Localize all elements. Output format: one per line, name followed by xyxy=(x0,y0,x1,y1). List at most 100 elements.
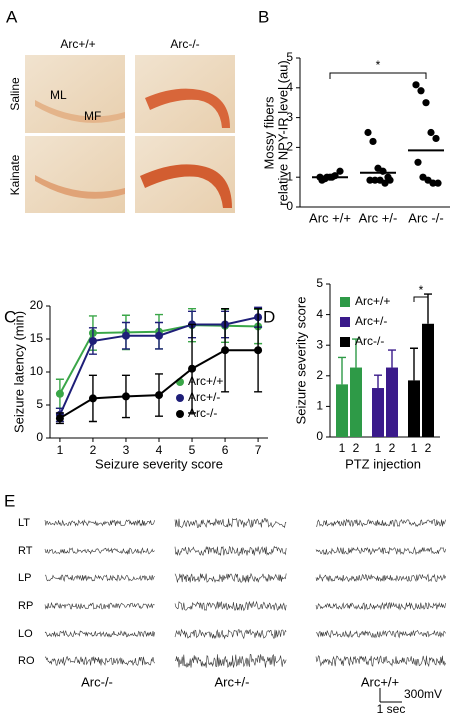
error-bar xyxy=(338,356,346,385)
data-point xyxy=(121,331,130,340)
data-point xyxy=(364,128,372,137)
bar xyxy=(372,388,384,437)
legend-marker xyxy=(340,297,350,307)
x-tick-label: 1 xyxy=(57,443,64,457)
x-tick-label: 2 xyxy=(389,441,396,455)
y-tick-label: 3 xyxy=(316,337,323,351)
y-axis-label: Seizure latency (min) xyxy=(11,311,26,433)
x-tick-label: 5 xyxy=(189,443,196,457)
scale-bar xyxy=(379,688,402,703)
panel-label: A xyxy=(6,7,18,26)
y-axis-label: Seizure severity score xyxy=(293,297,308,425)
histology-band xyxy=(145,88,230,128)
y-tick-label: 5 xyxy=(316,276,323,290)
significance-bracket xyxy=(413,296,429,302)
x-tick-label: 2 xyxy=(425,441,432,455)
eeg-trace xyxy=(44,656,155,666)
panel-label: D xyxy=(263,307,275,326)
data-point xyxy=(254,346,263,355)
data-point xyxy=(88,394,97,403)
y-tick-label: 2 xyxy=(286,140,293,154)
row-label: Kainate xyxy=(8,154,22,195)
x-tick-label: Arc +/+ xyxy=(309,210,351,225)
data-point xyxy=(434,179,442,187)
legend-marker xyxy=(176,410,184,418)
x-tick-label: 3 xyxy=(123,443,130,457)
eeg-trace xyxy=(174,518,287,529)
error-bar xyxy=(374,374,382,389)
significance-label: * xyxy=(376,58,381,72)
data-point xyxy=(379,167,387,175)
channel-label: LO xyxy=(18,628,33,640)
y-tick-label: 1 xyxy=(286,169,293,183)
scale-label: 1 sec xyxy=(377,702,406,714)
legend-marker xyxy=(340,337,350,347)
data-point xyxy=(336,167,344,175)
legend-label: Arc+/- xyxy=(188,390,220,404)
x-tick-label: Arc -/- xyxy=(408,210,443,225)
eeg-trace xyxy=(315,546,446,556)
data-point xyxy=(88,336,97,345)
data-point xyxy=(369,137,377,146)
eeg-trace xyxy=(174,572,287,583)
histology-band xyxy=(35,100,125,123)
data-point xyxy=(432,134,440,143)
panel-label: C xyxy=(4,307,16,326)
y-tick-label: 4 xyxy=(316,307,323,321)
legend-label: Arc-/- xyxy=(355,334,384,348)
legend-marker xyxy=(176,394,184,402)
eeg-trace xyxy=(315,518,446,528)
panel-label: E xyxy=(4,491,15,510)
eeg-trace xyxy=(174,653,287,669)
data-point xyxy=(155,331,163,340)
significance-label: * xyxy=(419,283,424,297)
panel-a-images xyxy=(25,55,235,213)
x-tick-label: 1 xyxy=(375,441,382,455)
data-point xyxy=(121,392,130,401)
error-bar xyxy=(352,338,360,368)
genotype-label: Arc+/+ xyxy=(361,674,399,689)
channel-label: RP xyxy=(18,600,33,612)
histology-band xyxy=(35,175,125,199)
y-tick-label: 4 xyxy=(286,80,293,94)
channel-label: LT xyxy=(18,517,30,529)
y-tick-label: 5 xyxy=(286,50,293,64)
channel-label: RT xyxy=(18,545,33,557)
y-tick-label: 2 xyxy=(316,368,323,382)
region-label: MF xyxy=(84,109,101,123)
x-axis-label: PTZ injection xyxy=(345,456,421,471)
data-point xyxy=(417,87,425,95)
data-point xyxy=(188,364,197,373)
bar xyxy=(386,367,398,437)
data-point xyxy=(414,158,422,166)
column-label: Arc-/- xyxy=(170,37,199,51)
legend-label: Arc+/+ xyxy=(188,374,223,388)
y-axis-label: Mossy fibers xyxy=(261,96,276,169)
bar xyxy=(422,323,434,437)
y-tick-label: 5 xyxy=(36,397,43,411)
column-label: Arc+/+ xyxy=(60,37,95,51)
channel-label: RO xyxy=(18,655,35,667)
eeg-trace xyxy=(174,628,287,640)
error-bar xyxy=(410,347,418,381)
x-tick-label: Arc +/- xyxy=(359,210,398,225)
data-point xyxy=(427,128,435,137)
data-point xyxy=(386,176,394,184)
data-point xyxy=(412,81,420,89)
data-point xyxy=(429,179,437,187)
legend-label: Arc+/+ xyxy=(355,294,390,308)
y-tick-label: 1 xyxy=(316,399,323,413)
legend-label: Arc-/- xyxy=(188,406,217,420)
eeg-trace xyxy=(44,519,155,527)
histology-band xyxy=(140,164,232,208)
histology-image xyxy=(25,136,125,213)
y-tick-label: 20 xyxy=(30,298,44,312)
legend-label: Arc+/- xyxy=(355,314,387,328)
bar xyxy=(350,367,362,437)
bar xyxy=(336,384,348,437)
y-tick-label: 0 xyxy=(316,429,323,443)
eeg-trace xyxy=(315,655,446,668)
region-label: ML xyxy=(50,88,67,102)
eeg-trace xyxy=(174,600,287,612)
channel-label: LP xyxy=(18,572,31,584)
